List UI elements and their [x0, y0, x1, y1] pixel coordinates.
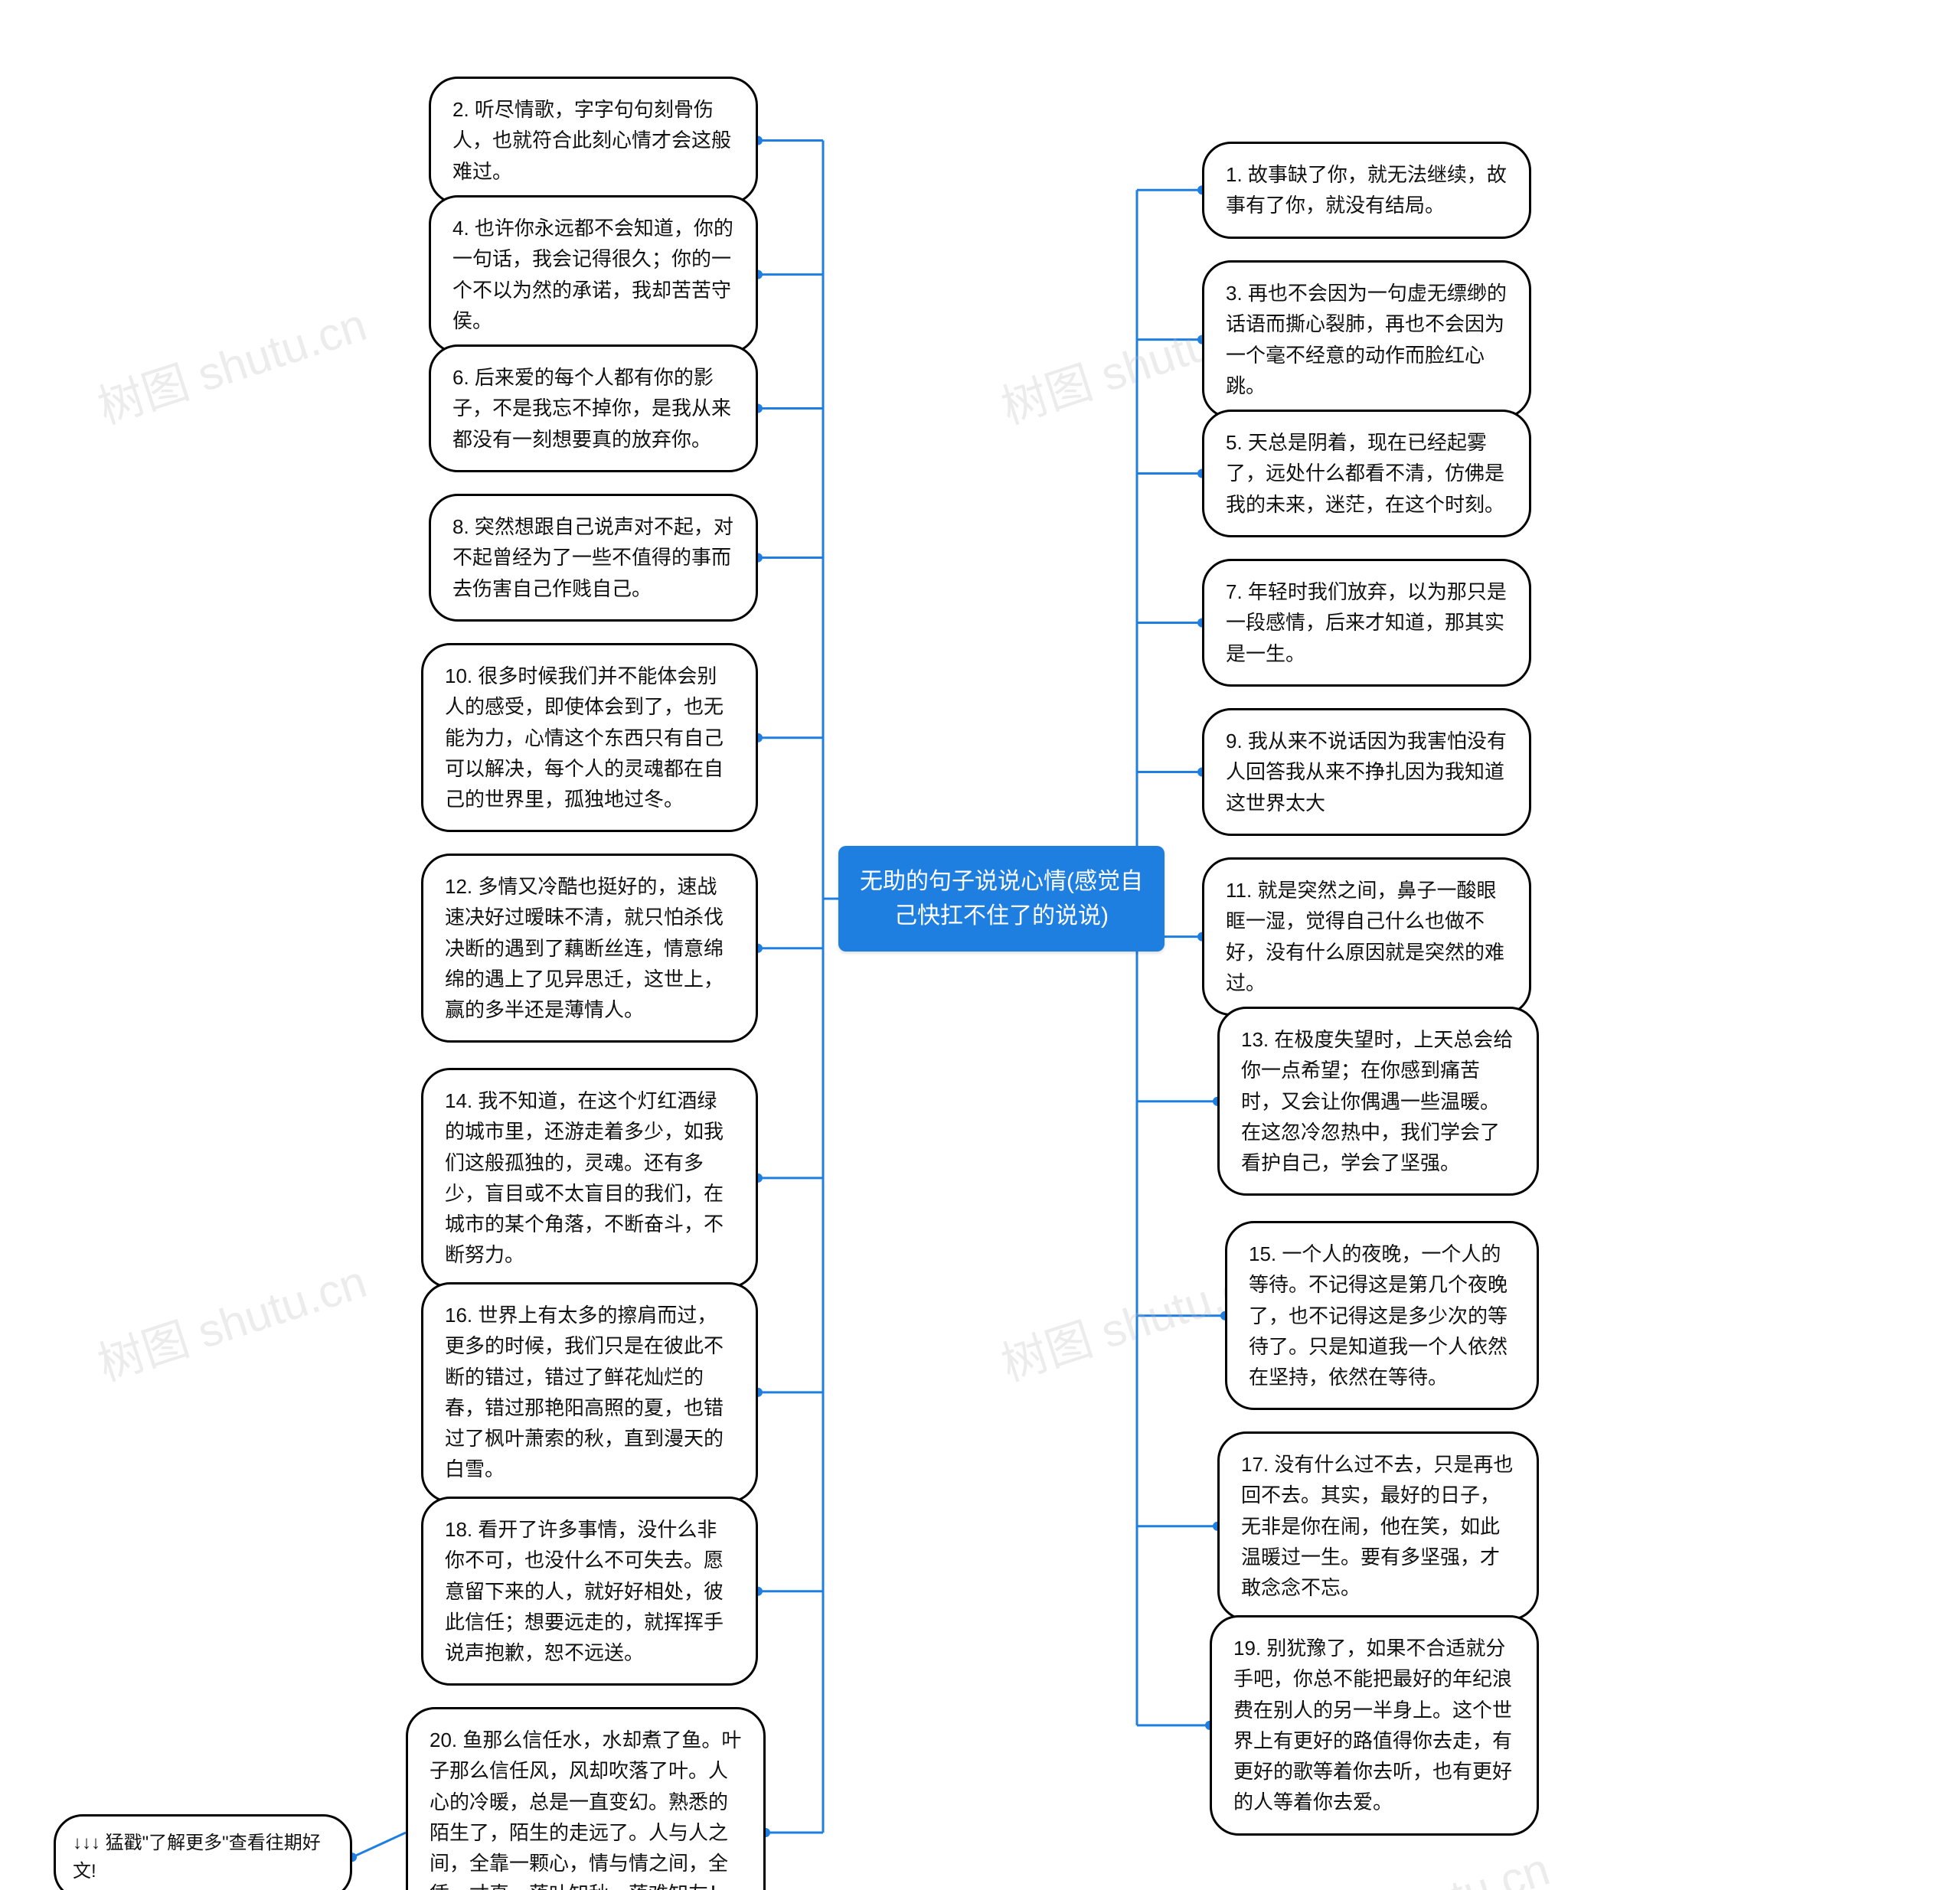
mindmap-node[interactable]: 9. 我从来不说话因为我害怕没有人回答我从来不挣扎因为我知道这世界太大: [1202, 708, 1531, 836]
mindmap-node[interactable]: 16. 世界上有太多的擦肩而过，更多的时候，我们只是在彼此不断的错过，错过了鲜花…: [421, 1282, 758, 1503]
mindmap-node[interactable]: 6. 后来爱的每个人都有你的影子，不是我忘不掉你，是我从来都没有一刻想要真的放弃…: [429, 344, 758, 472]
mindmap-node[interactable]: 3. 再也不会因为一句虚无缥缈的话语而撕心裂肺，再也不会因为一个毫不经意的动作而…: [1202, 260, 1531, 419]
mindmap-node[interactable]: 7. 年轻时我们放弃，以为那只是一段感情，后来才知道，那其实是一生。: [1202, 559, 1531, 687]
center-topic[interactable]: 无助的句子说说心情(感觉自己快扛不住了的说说): [838, 846, 1165, 952]
mindmap-node[interactable]: 2. 听尽情歌，字字句句刻骨伤人，也就符合此刻心情才会这般难过。: [429, 77, 758, 204]
watermark: 树图 shutu.cn: [88, 288, 374, 437]
watermark: shutu.cn: [1374, 1843, 1556, 1890]
mindmap-node[interactable]: 5. 天总是阴着，现在已经起雾了，远处什么都看不清，仿佛是我的未来，迷茫，在这个…: [1202, 410, 1531, 537]
mindmap-node[interactable]: 8. 突然想跟自己说声对不起，对不起曾经为了一些不值得的事而去伤害自己作贱自己。: [429, 494, 758, 622]
mindmap-node[interactable]: 20. 鱼那么信任水，水却煮了鱼。叶子那么信任风，风却吹落了叶。人心的冷暖，总是…: [406, 1707, 766, 1890]
mindmap-node-tail[interactable]: ↓↓↓ 猛戳"了解更多"查看往期好文!: [54, 1814, 352, 1890]
mindmap-node[interactable]: 4. 也许你永远都不会知道，你的一句话，我会记得很久；你的一个不以为然的承诺，我…: [429, 195, 758, 354]
mindmap-node[interactable]: 10. 很多时候我们并不能体会别人的感受，即使体会到了，也无能为力，心情这个东西…: [421, 643, 758, 832]
mindmap-node[interactable]: 17. 没有什么过不去，只是再也回不去。其实，最好的日子，无非是你在闹，他在笑，…: [1217, 1431, 1539, 1621]
watermark: 树图 shutu.cn: [88, 1245, 374, 1394]
mindmap-node[interactable]: 11. 就是突然之间，鼻子一酸眼眶一湿，觉得自己什么也做不好，没有什么原因就是突…: [1202, 857, 1531, 1016]
mindmap-node[interactable]: 13. 在极度失望时，上天总会给你一点希望；在你感到痛苦时，又会让你偶遇一些温暖…: [1217, 1007, 1539, 1196]
mindmap-node[interactable]: 19. 别犹豫了，如果不合适就分手吧，你总不能把最好的年纪浪费在别人的另一半身上…: [1210, 1615, 1539, 1836]
mindmap-node[interactable]: 15. 一个人的夜晚，一个人的等待。不记得这是第几个夜晚了，也不记得这是多少次的…: [1225, 1221, 1539, 1410]
mindmap-node[interactable]: 18. 看开了许多事情，没什么非你不可，也没什么不可失去。愿意留下来的人，就好好…: [421, 1497, 758, 1686]
mindmap-node[interactable]: 1. 故事缺了你，就无法继续，故事有了你，就没有结局。: [1202, 142, 1531, 239]
mindmap-node[interactable]: 12. 多情又冷酷也挺好的，速战速决好过暧昧不清，就只怕杀伐决断的遇到了藕断丝连…: [421, 854, 758, 1043]
mindmap-node[interactable]: 14. 我不知道，在这个灯红酒绿的城市里，还游走着多少，如我们这般孤独的，灵魂。…: [421, 1068, 758, 1288]
